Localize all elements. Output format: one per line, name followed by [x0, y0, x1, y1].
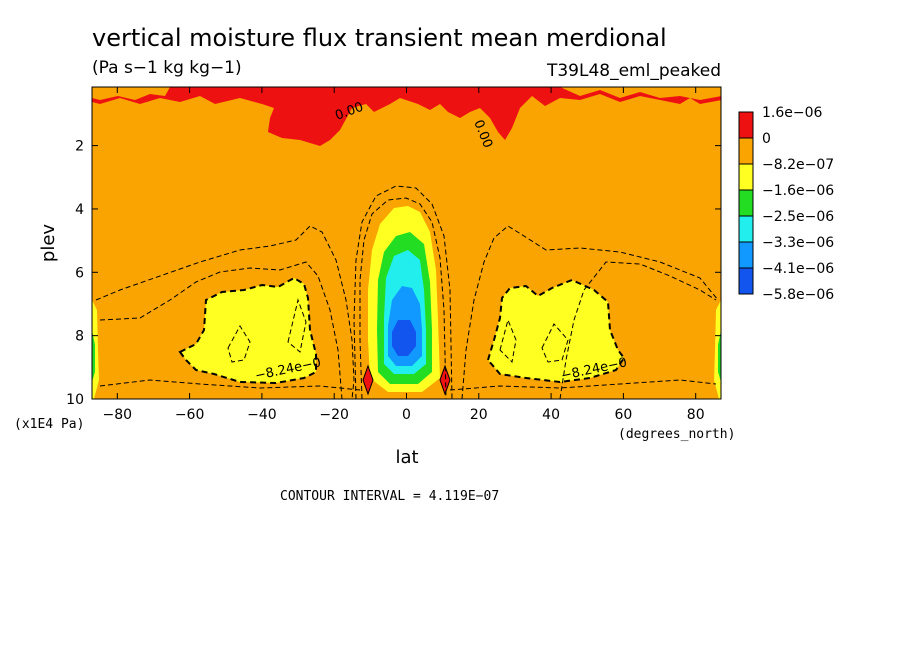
- y-axis: 2 4 6 8 10: [66, 139, 721, 408]
- colorbar-label: 0: [762, 131, 771, 147]
- negative-region-left: [178, 276, 317, 385]
- chart-units: (Pa s−1 kg kg−1): [92, 58, 242, 78]
- colorbar-label: −4.1e−06: [762, 261, 834, 277]
- y-tick-label: 10: [66, 392, 84, 408]
- y-tick-label: 2: [75, 139, 84, 155]
- contour-interval: CONTOUR INTERVAL = 4.119E−07: [280, 489, 499, 504]
- x-tick-label: 40: [542, 407, 560, 423]
- colorbar-label: 1.6e−06: [762, 105, 823, 121]
- x-tick-label: 80: [687, 407, 705, 423]
- x-axis-label: lat: [395, 447, 418, 468]
- colorbar-swatch: [738, 267, 754, 295]
- y-tick-label: 6: [75, 265, 84, 281]
- chart-title: vertical moisture flux transient mean me…: [92, 24, 667, 52]
- plot-area: 0.00 0.00 −8.24e−0 −8.24e−0: [92, 87, 721, 399]
- x-tick-label: −40: [247, 407, 277, 423]
- y-tick-label: 4: [75, 202, 84, 218]
- colorbar-label: −5.8e−06: [762, 287, 834, 303]
- x-tick-label: −80: [103, 407, 133, 423]
- y-axis-label: plev: [38, 224, 59, 263]
- positive-diamond-right: [439, 364, 451, 396]
- colorbar-swatch: [738, 137, 754, 165]
- colorbar: 1.6e−06 0 −8.2e−07 −1.6e−06 −2.5e−06 −3.3e−06…: [738, 105, 834, 303]
- colorbar-label: −3.3e−06: [762, 235, 834, 251]
- colorbar-swatch: [738, 215, 754, 243]
- colorbar-swatch: [738, 189, 754, 217]
- positive-diamond-left: [362, 364, 374, 396]
- colorbar-swatch: [738, 241, 754, 269]
- colorbar-swatch: [738, 111, 754, 139]
- x-tick-label: −20: [319, 407, 349, 423]
- colorbar-label: −1.6e−06: [762, 183, 834, 199]
- y-units-label: (x1E4 Pa): [14, 417, 84, 432]
- neutral-patch-top-right: [560, 87, 721, 100]
- contour-lines: [95, 185, 719, 399]
- x-tick-label: 20: [470, 407, 488, 423]
- chart-experiment: T39L48_eml_peaked: [546, 61, 721, 81]
- y-tick-label: 8: [75, 329, 84, 345]
- x-tick-label: −60: [175, 407, 205, 423]
- edge-left-green: [92, 330, 95, 382]
- x-tick-label: 0: [402, 407, 411, 423]
- colorbar-swatch: [738, 163, 754, 191]
- central-darkblue: [392, 320, 416, 356]
- edge-right-green: [718, 330, 721, 382]
- x-tick-label: 60: [614, 407, 632, 423]
- colorbar-label: −2.5e−06: [762, 209, 834, 225]
- negative-region-right: [486, 278, 626, 384]
- colorbar-label: −8.2e−07: [762, 157, 834, 173]
- x-axis: −80 −60 −40 −20 0 20 40 60 80: [103, 87, 705, 423]
- neutral-patch-top-left: [92, 87, 170, 100]
- x-units-label: (degrees_north): [618, 427, 735, 442]
